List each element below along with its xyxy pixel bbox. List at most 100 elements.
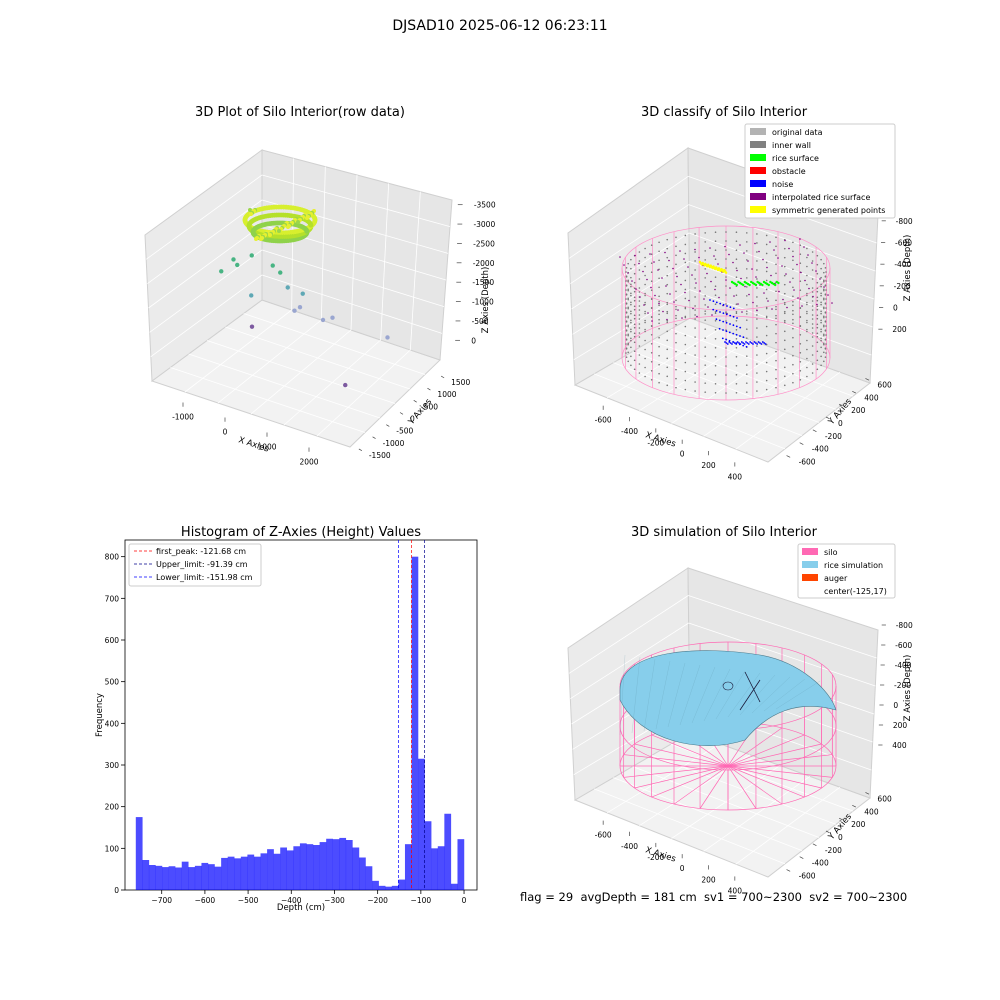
- wall-point: [820, 346, 822, 349]
- noise-point: [719, 302, 722, 305]
- surface-point: [706, 272, 708, 275]
- wall-point: [756, 327, 758, 329]
- gridline: [688, 204, 876, 272]
- wall-point: [765, 252, 768, 255]
- legend-swatch: [750, 206, 766, 213]
- wall-point: [783, 301, 786, 304]
- surface-point: [694, 248, 696, 251]
- z-axis-label: Z Axies (Depth): [903, 235, 913, 302]
- wall-point: [765, 315, 768, 318]
- wall-point: [627, 297, 629, 300]
- wall-point: [792, 304, 794, 307]
- wall-point: [735, 355, 738, 358]
- surface-point: [797, 297, 799, 299]
- histogram-bar: [424, 821, 432, 890]
- wall-point: [783, 366, 786, 369]
- wall-point: [627, 306, 629, 309]
- wall-point: [644, 339, 646, 342]
- histogram-bar: [345, 840, 353, 890]
- wall-point: [792, 345, 794, 348]
- z-axis-tick-label: -3500: [474, 201, 496, 210]
- wall-point: [630, 258, 632, 261]
- wall-point: [816, 350, 819, 353]
- y-tick-label: 300: [105, 761, 120, 770]
- surface-point: [743, 252, 745, 254]
- wall-point: [714, 328, 717, 331]
- x-tick-label: −700: [151, 896, 172, 905]
- surface-point: [782, 298, 784, 301]
- wall-point: [630, 285, 632, 288]
- wall-point: [735, 267, 738, 270]
- wall-point: [775, 254, 777, 257]
- wall-point: [627, 342, 629, 345]
- legend-swatch: [750, 193, 766, 200]
- wall-point: [735, 303, 738, 306]
- mesh-line: [643, 658, 656, 732]
- z-axis-tick-label: -200: [894, 282, 911, 291]
- wall-point: [684, 279, 687, 282]
- wall-point: [783, 256, 786, 259]
- surface-point: [691, 274, 693, 276]
- legend-label: Lower_limit: -151.98 cm: [156, 573, 253, 582]
- wall-point: [633, 263, 636, 266]
- histogram-bar: [437, 846, 445, 890]
- legend-frame: [744, 123, 896, 219]
- wall-point: [704, 259, 707, 261]
- wall-point: [735, 364, 738, 367]
- silo-floor-spoke: [634, 743, 729, 767]
- x-axis-tick-label: -200: [647, 438, 664, 447]
- surface-point: [623, 264, 625, 266]
- wall-point: [775, 368, 777, 371]
- wall-point: [638, 291, 641, 293]
- wall-point: [820, 337, 822, 340]
- wall-point: [824, 312, 827, 314]
- noise-point: [735, 343, 738, 345]
- wall-point: [675, 290, 677, 293]
- silo-floor-spoke: [634, 765, 729, 789]
- wall-point: [823, 297, 825, 300]
- noise-point: [725, 330, 728, 333]
- wall-point: [644, 319, 646, 322]
- histogram-bar: [142, 860, 150, 890]
- wall-point: [630, 276, 632, 279]
- wall-point: [735, 319, 738, 322]
- wall-point: [630, 355, 632, 358]
- y-axis-tick-label: -400: [812, 859, 829, 868]
- surface-point: [741, 311, 743, 313]
- wall-point: [806, 339, 808, 342]
- wall-point: [820, 267, 822, 270]
- wall-point: [823, 333, 825, 336]
- wall-point: [684, 370, 687, 373]
- surface-point: [769, 241, 771, 243]
- wall-point: [765, 288, 768, 291]
- wall-point: [684, 234, 687, 237]
- figure-suptitle: DJSAD10 2025-06-12 06:23:11: [392, 18, 608, 34]
- wall-point: [792, 381, 794, 384]
- data-point: [277, 229, 281, 233]
- histogram-bar: [240, 856, 248, 890]
- x-tick-label: −500: [238, 896, 259, 905]
- wall-point: [816, 341, 819, 344]
- wall-point: [820, 283, 822, 286]
- outlier-point: [278, 270, 283, 275]
- histogram-bar: [450, 883, 458, 890]
- rice-surface-point: [742, 283, 745, 287]
- wall-point: [806, 348, 808, 351]
- wall-point: [745, 268, 748, 270]
- y-axis-tick-label: 500: [424, 402, 439, 411]
- wall-point: [644, 330, 646, 333]
- surface-point: [658, 302, 660, 305]
- histogram-bar: [411, 556, 419, 890]
- wall-point: [824, 339, 827, 341]
- wall-point: [783, 265, 786, 268]
- wall-point: [811, 354, 814, 356]
- wall-point: [694, 269, 696, 271]
- histogram-bar: [398, 879, 406, 890]
- histogram-bar: [214, 866, 222, 890]
- wall-point: [666, 247, 669, 250]
- wall-point: [799, 360, 802, 363]
- noise-point: [761, 341, 764, 343]
- wall-point: [704, 373, 707, 375]
- surface-point: [733, 295, 735, 297]
- wall-point: [799, 253, 802, 256]
